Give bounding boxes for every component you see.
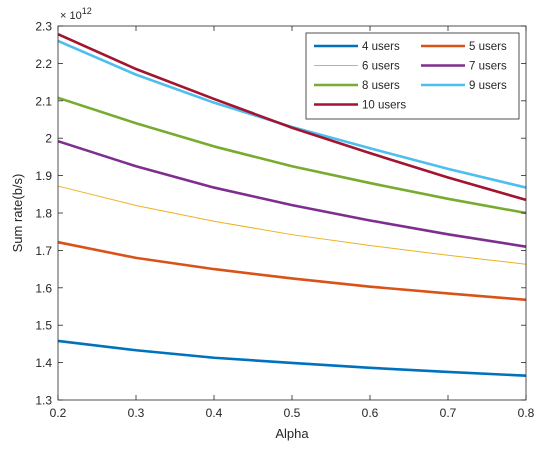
y-tick-label: 1.3 xyxy=(35,394,52,408)
y-tick-label: 1.6 xyxy=(35,281,52,295)
series-layer xyxy=(57,33,527,377)
series-line-3 xyxy=(57,185,527,265)
x-tick-label: 0.5 xyxy=(284,406,301,420)
y-tick-label: 1.7 xyxy=(35,244,52,258)
y-exponent-power: 12 xyxy=(82,6,92,16)
legend-label-5: 8 users xyxy=(362,80,400,92)
y-tick-label: 2.2 xyxy=(35,57,52,71)
x-tick-label: 0.3 xyxy=(128,406,145,420)
y-exponent-base: × 10 xyxy=(60,10,82,22)
x-tick-label: 0.8 xyxy=(518,406,535,420)
series-line-5 xyxy=(57,96,527,215)
x-tick-label: 0.6 xyxy=(362,406,379,420)
legend-label-1: 4 users xyxy=(362,41,400,53)
y-tick-label: 1.9 xyxy=(35,169,52,183)
legend-label-4: 7 users xyxy=(469,61,507,73)
series-line-4 xyxy=(57,139,527,248)
legend-label-3: 6 users xyxy=(362,61,400,73)
series-line-1 xyxy=(57,339,527,377)
y-exponent-label: × 1012 xyxy=(60,6,92,22)
x-tick-label: 0.7 xyxy=(440,406,457,420)
x-tick-label: 0.2 xyxy=(50,406,67,420)
y-tick-label: 1.8 xyxy=(35,207,52,221)
y-axis-label: Sum rate(b/s) xyxy=(10,174,25,253)
y-tick-label: 2 xyxy=(45,132,52,146)
y-tick-label: 1.5 xyxy=(35,319,52,333)
x-tick-label: 0.4 xyxy=(206,406,223,420)
y-tick-label: 2.1 xyxy=(35,94,52,108)
legend-label-2: 5 users xyxy=(469,41,507,53)
y-tick-label: 2.3 xyxy=(35,20,52,34)
x-axis-label: Alpha xyxy=(275,426,309,441)
legend: 4 users 5 users 6 users 7 users 8 users 9 use… xyxy=(305,32,520,120)
legend-label-7: 10 users xyxy=(362,100,406,112)
series-line-7 xyxy=(57,33,527,202)
axes-layer: 0.2 0.3 0.4 0.5 0.6 0.7 0.8 1.3 1.4 1.5 1.6 1.7 1.8 1… xyxy=(35,20,534,421)
legend-label-6: 9 users xyxy=(469,80,507,92)
y-tick-label: 1.4 xyxy=(35,356,52,370)
series-line-2 xyxy=(57,240,527,302)
